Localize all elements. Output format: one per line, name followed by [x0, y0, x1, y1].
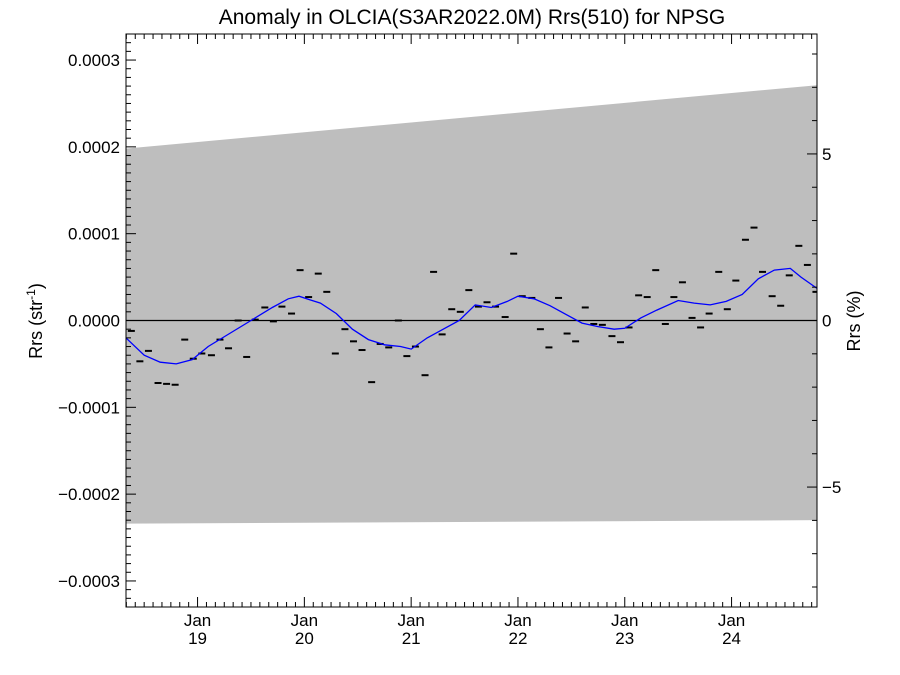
plot-area: 0.0003 0.0002 0.0001 0.0000 −0.0001 −0.0002 −0…	[58, 33, 841, 648]
y-tick-label: 0.0003	[68, 51, 120, 70]
y-axis-label-left: Rrs (str-1)	[24, 283, 46, 359]
x-tick-label-year: 21	[402, 629, 421, 648]
x-tick-label-month: Jan	[397, 611, 424, 630]
chart-title: Anomaly in OLCIA(S3AR2022.0M) Rrs(510) f…	[219, 6, 726, 29]
y-tick-label: 0.0002	[68, 138, 120, 157]
smoothed-line	[126, 267, 817, 365]
x-tick-label-month: Jan	[504, 611, 531, 630]
y-tick-label: 0.0001	[68, 225, 120, 244]
y-axis-label-right: Rrs (%)	[844, 291, 864, 352]
y-tick-label: −0.0002	[58, 485, 120, 504]
x-tick-label-year: 22	[508, 629, 527, 648]
y2-tick-label: 0	[822, 312, 831, 331]
y-tick-label: 0.0000	[68, 312, 120, 331]
y2-tick-label: 5	[822, 145, 831, 164]
x-tick-label-month: Jan	[291, 611, 318, 630]
y-tick-label: −0.0003	[58, 572, 120, 591]
x-tick-label-month: Jan	[718, 611, 745, 630]
x-tick-label-year: 23	[615, 629, 634, 648]
x-tick-label-year: 19	[188, 629, 207, 648]
x-tick-label-month: Jan	[611, 611, 638, 630]
y2-tick-label: −5	[822, 478, 841, 497]
y-tick-label: −0.0001	[58, 398, 120, 417]
x-tick-label-year: 20	[295, 629, 314, 648]
x-tick-label-month: Jan	[184, 611, 211, 630]
uncertainty-band	[126, 85, 817, 524]
x-tick-label-year: 24	[722, 629, 741, 648]
